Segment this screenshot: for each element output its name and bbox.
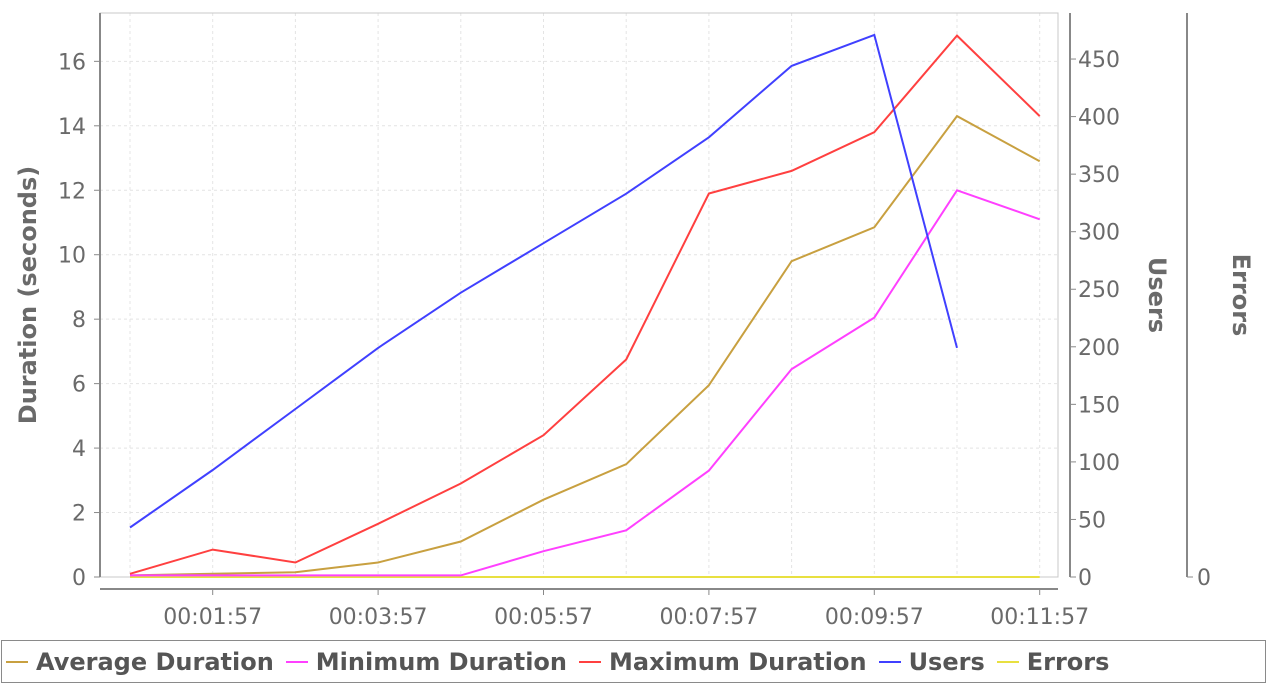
y2-tick-label: 350 (1078, 163, 1120, 188)
x-tick-label: 00:01:57 (163, 605, 262, 630)
y-tick-label: 2 (72, 502, 86, 527)
y3-axis-title: Errors (1227, 254, 1255, 337)
tick-labels: 0 2 4 6 8 10 12 14 16 0 50 100 150 200 250 300 350 400 450… (58, 48, 1211, 630)
series-line-users (129, 33, 958, 529)
y-tick-label: 10 (58, 244, 86, 269)
x-tick-label: 00:11:57 (990, 605, 1089, 630)
y-tick-label: 4 (72, 437, 86, 462)
series-line-minimum-duration (130, 189, 1041, 577)
y2-tick-label: 450 (1078, 48, 1120, 73)
legend-item-minimum-duration: Minimum Duration (285, 647, 567, 676)
x-tick-label: 00:09:57 (825, 605, 924, 630)
y2-tick-label: 0 (1078, 566, 1092, 591)
y-axis-title: Duration (seconds) (14, 166, 42, 424)
y2-tick-label: 150 (1078, 393, 1120, 418)
grid-lines (100, 13, 1058, 578)
x-tick-label: 00:03:57 (329, 605, 428, 630)
legend-label: Maximum Duration (609, 647, 867, 676)
series-line-average-duration (129, 114, 1041, 577)
x-tick-label: 00:07:57 (659, 605, 758, 630)
chart: 0 2 4 6 8 10 12 14 16 0 50 100 150 200 250 300 350 400 450… (14, 12, 1255, 630)
legend-item-average-duration: Average Duration (6, 648, 274, 676)
legend-swatch (878, 660, 901, 663)
y-tick-label: 14 (58, 115, 86, 140)
legend-item-errors: Errors (996, 647, 1110, 676)
y-tick-label: 16 (58, 50, 86, 75)
y2-axis-title: Users (1143, 257, 1171, 333)
y3-tick-label: 0 (1197, 566, 1211, 591)
legend-item-users: Users (878, 647, 985, 676)
legend-swatch (996, 660, 1019, 663)
y2-tick-label: 400 (1078, 106, 1120, 131)
axes (94, 13, 1193, 595)
plot-area (99, 12, 1059, 578)
x-tick-label: 00:05:57 (494, 605, 593, 630)
y2-tick-label: 100 (1078, 451, 1120, 476)
legend-label: Users (908, 647, 985, 676)
legend-item-maximum-duration: Maximum Duration (579, 648, 867, 676)
legend-swatch (579, 660, 601, 663)
legend-swatch (285, 660, 308, 663)
series-lines (129, 33, 1041, 578)
legend-swatch (6, 660, 28, 663)
y2-tick-label: 200 (1078, 336, 1120, 361)
y2-tick-label: 300 (1078, 221, 1120, 246)
legend-label: Average Duration (36, 647, 274, 676)
y2-tick-label: 250 (1078, 278, 1120, 303)
legend-label: Minimum Duration (315, 647, 567, 676)
legend: Average Duration Minimum Duration Maximum … (1, 640, 1266, 683)
y-tick-label: 6 (72, 373, 86, 398)
y-tick-label: 12 (58, 179, 86, 204)
y-tick-label: 0 (72, 566, 86, 591)
legend-label: Errors (1026, 647, 1110, 676)
y2-tick-label: 50 (1078, 508, 1106, 533)
y-tick-label: 8 (72, 308, 86, 333)
series-line-maximum-duration (129, 34, 1041, 575)
